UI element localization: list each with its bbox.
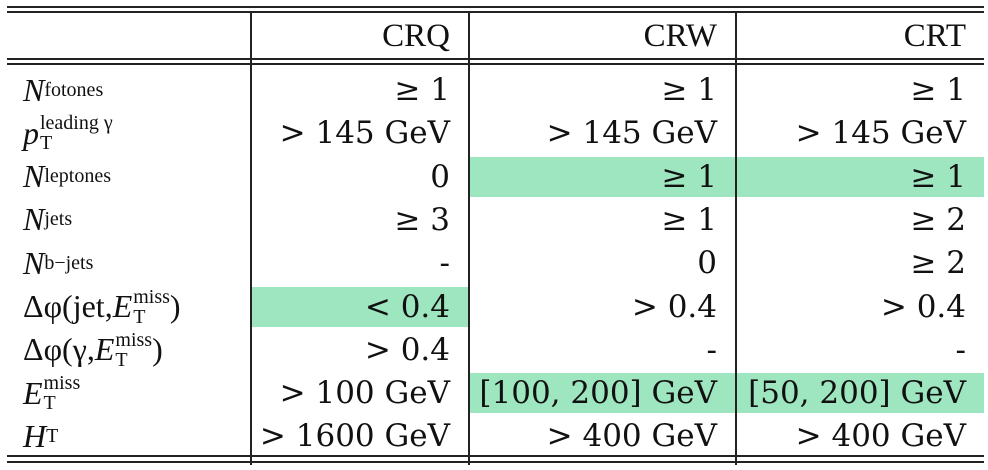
table-cell: > 145 GeV <box>279 115 450 152</box>
label-subscript: b−jets <box>44 251 94 274</box>
label-superscript: miss <box>43 372 81 395</box>
label-symbol: N <box>23 201 45 238</box>
label-symbol: N <box>23 158 45 195</box>
label-subscript: T <box>133 305 146 328</box>
label-symbol: p <box>23 114 39 151</box>
table-cell: - <box>706 331 717 368</box>
label-subscript: jets <box>44 208 73 231</box>
label-suffix: ) <box>152 331 163 368</box>
label-subsup: miss T <box>133 287 170 327</box>
label-subscript: T <box>46 424 59 447</box>
table-cell: - <box>955 331 966 368</box>
table-cell: > 145 GeV <box>795 115 966 152</box>
label-subsup: miss T <box>44 373 81 413</box>
column-header-crq: CRQ <box>382 17 450 54</box>
label-superscript: miss <box>115 328 153 351</box>
column-header-crt: CRT <box>903 17 966 54</box>
column-separator-3 <box>735 12 737 465</box>
column-header-crw: CRW <box>643 17 717 54</box>
top-rule-2 <box>7 11 984 13</box>
table-cell: ≥ 1 <box>394 72 450 108</box>
bottom-rule-1 <box>7 455 984 457</box>
table-cell: > 100 GeV <box>279 375 450 412</box>
table-cell: > 145 GeV <box>546 115 717 152</box>
label-superscript: leading γ <box>40 112 113 135</box>
label-suffix: ) <box>169 288 181 324</box>
table-cell: ≥ 2 <box>910 245 966 282</box>
label-symbol: E <box>112 288 133 324</box>
column-separator-1 <box>250 12 252 465</box>
table-cell: > 0.4 <box>631 288 717 325</box>
table-cell: ≥ 1 <box>661 72 717 108</box>
table-cell: > 0.4 <box>364 331 450 368</box>
table-cell: > 1600 GeV <box>259 418 450 455</box>
table-cell: - <box>439 245 450 282</box>
label-subscript: leptones <box>44 165 111 188</box>
top-rule-1 <box>7 6 984 8</box>
table-cell: 0 <box>697 245 717 282</box>
table-cell: > 400 GeV <box>795 418 966 455</box>
table-cell: > 0.4 <box>880 288 966 325</box>
label-prefix: Δφ(γ, <box>23 331 95 368</box>
label-symbol: E <box>23 374 43 411</box>
label-superscript: miss <box>133 285 170 308</box>
label-prefix: Δφ(jet, <box>23 288 113 324</box>
label-subscript: T <box>115 348 128 371</box>
table-cell: ≥ 3 <box>394 201 450 238</box>
table-cell: < 0.4 <box>251 286 468 327</box>
table-cell: [50, 200] GeV <box>736 373 984 414</box>
label-subscript: T <box>43 392 56 415</box>
table-cell: ≥ 1 <box>469 156 735 197</box>
table-cell: ≥ 1 <box>910 72 966 108</box>
label-symbol: N <box>23 244 45 281</box>
column-separator-2 <box>468 12 470 465</box>
bottom-rule-2 <box>7 461 984 463</box>
table-cell: ≥ 1 <box>736 156 984 197</box>
header-rule-1 <box>7 58 984 60</box>
label-symbol: E <box>94 331 115 368</box>
label-symbol: H <box>23 417 47 454</box>
label-subsup: miss T <box>115 330 152 370</box>
table-cell: 0 <box>430 158 450 195</box>
label-subscript: fotones <box>44 78 104 101</box>
table-cell: > 400 GeV <box>546 418 717 455</box>
label-subscript: T <box>40 132 53 155</box>
header-rule-2 <box>7 63 984 65</box>
table-cell: ≥ 1 <box>661 201 717 238</box>
table-cell: [100, 200] GeV <box>469 373 735 414</box>
label-symbol: N <box>23 71 45 108</box>
table-cell: ≥ 2 <box>910 201 966 238</box>
